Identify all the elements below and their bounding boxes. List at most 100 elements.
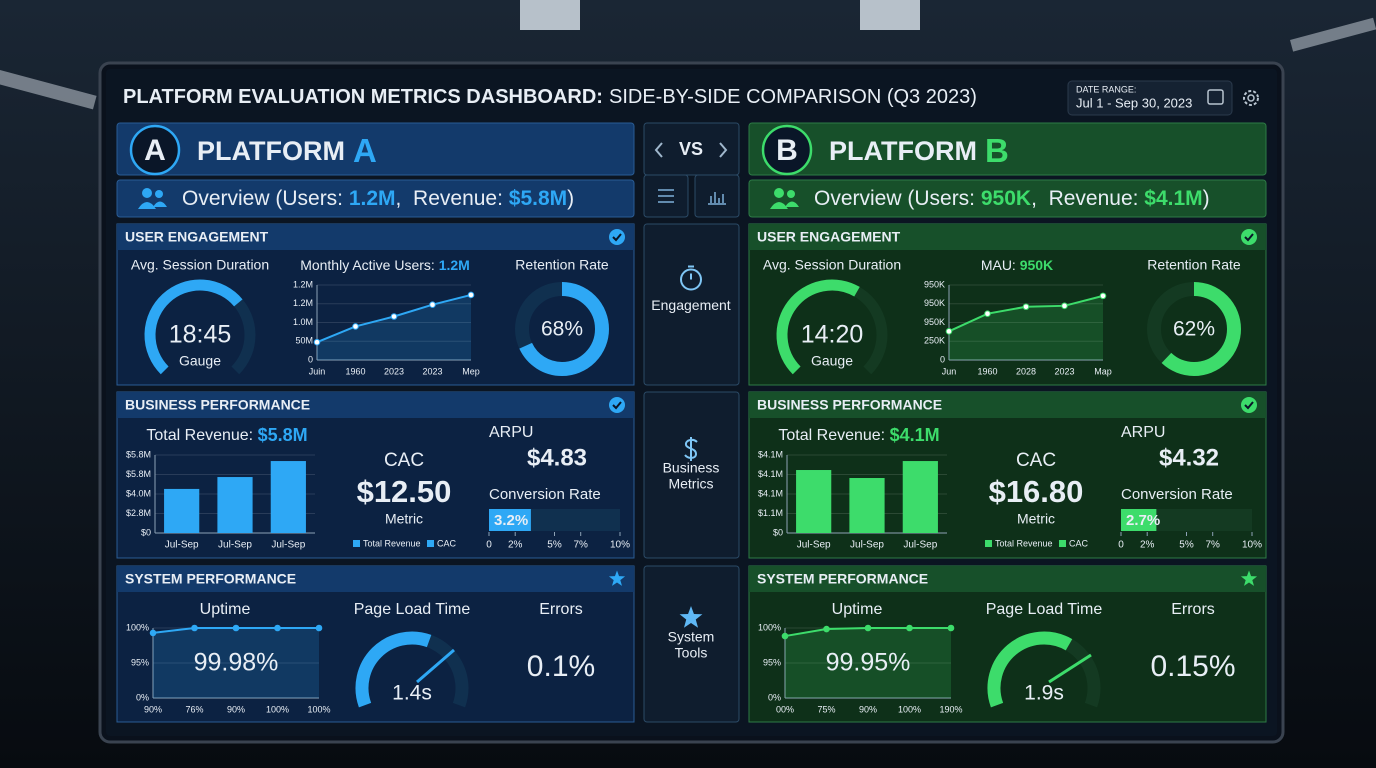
- legend-label: Total Revenue: [363, 538, 421, 548]
- conversion-fill: [489, 509, 531, 531]
- cac-value: $12.50: [357, 474, 452, 509]
- line-area: [317, 294, 471, 360]
- cac-label: CAC: [1016, 450, 1056, 471]
- calendar-icon[interactable]: [1207, 89, 1224, 105]
- x-tick-label: 5%: [547, 540, 562, 551]
- x-tick-label: Jul-Sep: [165, 540, 199, 551]
- bar: [902, 461, 938, 533]
- platform-badge: [129, 124, 181, 176]
- conversion-value: 3.2%: [494, 512, 528, 529]
- date-range-box[interactable]: [1067, 80, 1233, 116]
- line-area: [949, 295, 1103, 360]
- x-tick-label: 1960: [345, 366, 365, 376]
- y-tick-label: $4.1M: [758, 488, 783, 498]
- x-tick-label: 100%: [266, 704, 289, 714]
- session-value: 18:45: [169, 321, 232, 349]
- x-tick-label: 90%: [227, 704, 245, 714]
- x-tick-label: Jul-Sep: [850, 540, 884, 551]
- nav-box[interactable]: [643, 565, 740, 723]
- star-icon: [679, 606, 703, 628]
- platform-name: PLATFORM A: [197, 132, 377, 169]
- mau-value: 950K: [1020, 257, 1053, 273]
- data-point: [313, 338, 321, 346]
- section-icon: [1241, 397, 1257, 413]
- section-header: [117, 224, 634, 250]
- data-point: [274, 624, 281, 632]
- nav-box[interactable]: [643, 223, 740, 386]
- data-point: [864, 624, 872, 632]
- platform-word: PLATFORM: [829, 136, 977, 166]
- session-label: Avg. Session Duration: [131, 257, 269, 273]
- y-tick-label: $4.0M: [126, 488, 151, 498]
- section-header: [749, 566, 1266, 592]
- section-icon-mark: [1244, 233, 1254, 242]
- gauge-fill: [355, 631, 432, 708]
- cac-caption: Metric: [385, 511, 423, 527]
- users-icon: [787, 190, 795, 198]
- nav-next[interactable]: [719, 142, 728, 158]
- section-icon: [1241, 229, 1257, 245]
- x-tick-label: 00%: [776, 704, 794, 714]
- nav-label: Tools: [675, 645, 708, 661]
- settings-icon[interactable]: [1243, 90, 1259, 106]
- overview-users: 1.2M: [349, 187, 396, 210]
- page-load-label: Page Load Time: [986, 601, 1103, 618]
- data-point: [906, 624, 913, 632]
- bar: [270, 461, 306, 533]
- x-tick-label: Mep: [462, 366, 480, 376]
- y-tick-label: $2.8M: [126, 508, 151, 518]
- ceiling-light: [520, 0, 580, 30]
- x-tick-label: 2023: [422, 366, 442, 376]
- donut-fill: [515, 282, 609, 376]
- section-header: [749, 392, 1266, 418]
- vs-label: VS: [679, 139, 703, 159]
- page-load-value: 1.4s: [392, 682, 432, 705]
- data-point: [390, 313, 398, 320]
- overview-prefix: Overview (Users:: [182, 187, 349, 210]
- x-tick-label: 100%: [307, 704, 330, 714]
- title-bold: PLATFORM EVALUATION METRICS DASHBOARD:: [123, 86, 603, 108]
- data-point: [947, 624, 955, 632]
- overview-text: Overview (Users: 950K, Revenue: $4.1M): [814, 187, 1210, 210]
- date-range: Jul 1 - Sep 30, 2023: [1076, 95, 1192, 110]
- nav-box[interactable]: [694, 174, 740, 218]
- nav-prev[interactable]: [654, 142, 663, 158]
- y-tick-label: $1.1M: [758, 508, 783, 518]
- legend-label: CAC: [437, 538, 457, 548]
- data-point: [945, 328, 953, 335]
- x-tick-label: 7%: [1205, 540, 1220, 551]
- x-tick-label: Jun: [942, 366, 957, 376]
- y-tick-label: 95%: [763, 657, 781, 667]
- section-title: BUSINESS PERFORMANCE: [757, 397, 942, 413]
- overview-suffix: ): [1203, 187, 1210, 210]
- errors-value: 0.1%: [527, 650, 595, 683]
- users-icon: [138, 201, 167, 209]
- nav-box[interactable]: [643, 391, 740, 559]
- overview-middle: , Revenue:: [1031, 187, 1144, 210]
- conversion-label: Conversion Rate: [1121, 486, 1233, 503]
- data-point: [352, 323, 359, 330]
- overview-suffix: ): [567, 187, 574, 210]
- conversion-label: Conversion Rate: [489, 486, 601, 503]
- y-tick-label: 950K: [924, 298, 945, 308]
- revenue-label: Total Revenue: $5.8M: [146, 425, 307, 445]
- y-tick-label: $4.1M: [758, 449, 783, 459]
- x-tick-label: 7%: [573, 540, 588, 551]
- arpu-label: ARPU: [1121, 424, 1165, 441]
- x-tick-label: Jul-Sep: [271, 540, 305, 551]
- uptime-label: Uptime: [200, 601, 251, 618]
- section-header: [749, 224, 1266, 250]
- platform-name: PLATFORM B: [829, 132, 1009, 169]
- data-point: [149, 629, 157, 637]
- revenue-label-text: Total Revenue:: [778, 427, 889, 444]
- revenue-label-text: Total Revenue:: [146, 427, 257, 444]
- mau-label: Monthly Active Users: 1.2M: [300, 257, 470, 273]
- x-tick-label: Jul-Sep: [218, 540, 252, 551]
- mau-label-text: Monthly Active Users:: [300, 257, 439, 273]
- platform-badge-letter: B: [776, 134, 798, 167]
- x-tick-label: Jul-Sep: [903, 540, 937, 551]
- y-tick-label: $4.1M: [758, 469, 783, 479]
- line-area: [785, 628, 951, 698]
